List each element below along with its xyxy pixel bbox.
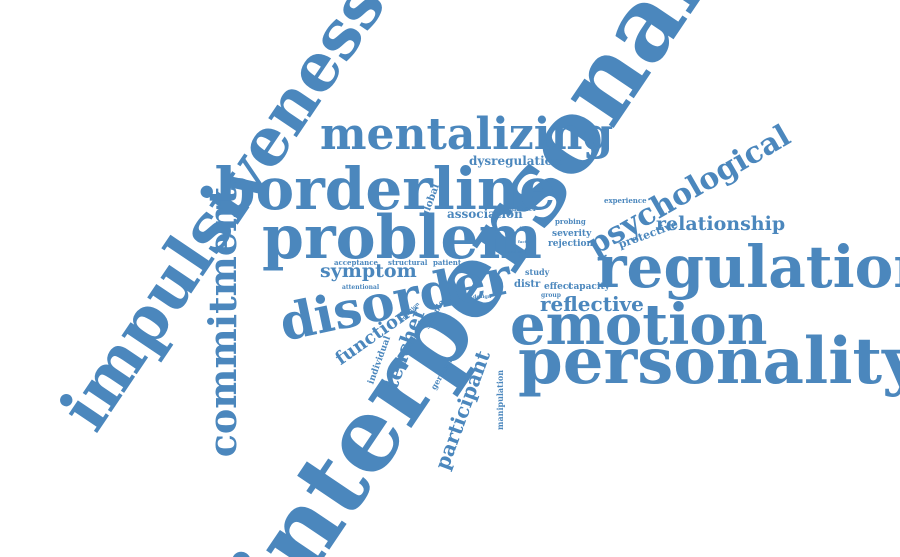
word-partner: partner: [507, 204, 537, 213]
word-experience: experience: [604, 196, 647, 205]
word-regulation: regulation: [596, 233, 900, 301]
word-commitment: commitment: [200, 186, 246, 458]
word-personality: personality: [518, 324, 900, 399]
word-group: group: [541, 292, 561, 299]
word-distr: distr: [514, 279, 541, 290]
word-acceptance: acceptance: [334, 258, 378, 267]
word-reflective: reflective: [540, 292, 644, 316]
word-capacity: capacity: [568, 282, 610, 292]
word-patient: patient: [433, 258, 462, 267]
word-emotion: emotion: [510, 292, 768, 358]
word-manipulation: manipulation: [495, 369, 506, 431]
word-dysregulation: dysregulation: [469, 154, 562, 168]
word-mentalizing: mentalizing: [320, 109, 614, 160]
word-borderline: borderline: [215, 155, 556, 223]
word-symptom: symptom: [320, 260, 417, 282]
word-factor: factor: [518, 239, 532, 244]
word-study: study: [525, 267, 550, 277]
word-attentional: attentional: [342, 284, 380, 291]
word-relationship: relationship: [656, 213, 786, 235]
word-effect: effect: [544, 282, 573, 292]
word-severity: severity: [552, 229, 592, 239]
word-problem: problem: [262, 203, 542, 273]
word-probing: probing: [555, 217, 586, 226]
word-association: association: [447, 207, 523, 221]
word-rejection: rejection: [548, 239, 594, 249]
word-author: author: [508, 249, 524, 254]
word-design: design: [473, 294, 492, 300]
word-structural: structural: [388, 258, 428, 267]
